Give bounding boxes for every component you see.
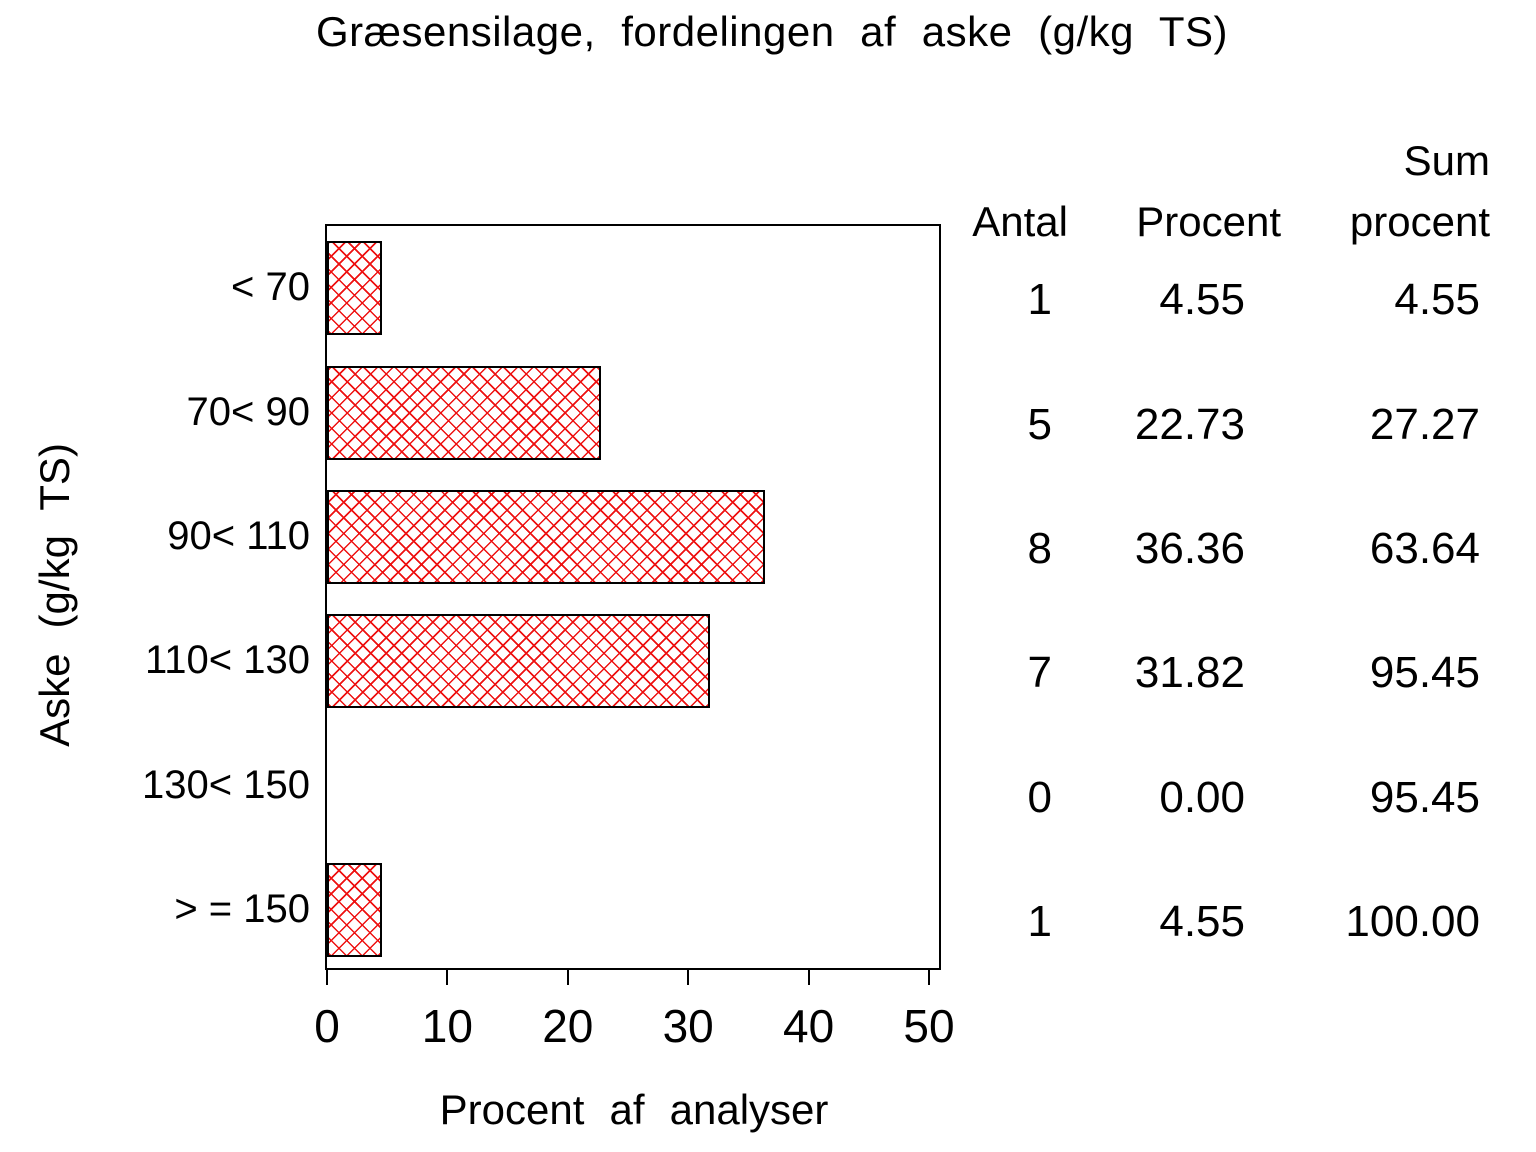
bar-0	[327, 241, 382, 336]
x-tick-label-10: 10	[421, 1000, 473, 1052]
bar-1	[327, 365, 601, 460]
table-header-procent: Procent	[1136, 198, 1281, 245]
table-cell-procent-row-3: 31.82	[1134, 648, 1245, 698]
table-cell-antal-row-2: 8	[1027, 523, 1052, 573]
table-cell-sum-row-3: 95.45	[1369, 648, 1480, 698]
table-header-sum-procent: Sum procent	[1190, 130, 1490, 252]
category-label-3: 110< 130	[145, 638, 310, 683]
category-label-2: 90< 110	[167, 513, 310, 558]
table-cell-procent-row-0: 4.55	[1159, 275, 1245, 325]
bar-3	[327, 614, 711, 709]
x-tick-30	[687, 970, 690, 985]
category-label-5: > = 150	[174, 886, 310, 931]
x-tick-0	[326, 970, 328, 985]
y-axis-title: Aske (g/kg TS)	[31, 443, 78, 747]
table-cell-sum-row-2: 63.64	[1369, 523, 1480, 573]
x-axis-title: Procent af analyser	[439, 1086, 829, 1133]
table-cell-procent-row-2: 36.36	[1134, 523, 1245, 573]
table-cell-sum-row-5: 100.00	[1345, 896, 1480, 946]
table-cell-procent-row-5: 4.55	[1159, 896, 1245, 946]
table-cell-sum-row-1: 27.27	[1369, 399, 1480, 449]
x-tick-label-30: 30	[662, 1000, 714, 1052]
category-label-4: 130< 150	[142, 762, 310, 807]
table-cell-antal-row-0: 1	[1027, 275, 1052, 325]
x-tick-40	[807, 970, 810, 985]
x-tick-label-20: 20	[542, 1000, 594, 1052]
table-cell-procent-row-4: 0.00	[1159, 772, 1245, 822]
table-header-antal: Antal	[972, 198, 1068, 245]
x-tick-label-50: 50	[903, 1000, 955, 1052]
table-cell-sum-row-0: 4.55	[1394, 275, 1480, 325]
x-tick-50	[928, 970, 930, 985]
category-label-0: < 70	[231, 265, 310, 310]
table-cell-procent-row-1: 22.73	[1134, 399, 1245, 449]
category-label-1: 70< 90	[186, 389, 310, 434]
x-tick-label-0: 0	[314, 1000, 340, 1052]
table-cell-sum-row-4: 95.45	[1369, 772, 1480, 822]
bar-5	[327, 862, 382, 957]
x-tick-label-40: 40	[783, 1000, 835, 1052]
table-cell-antal-row-4: 0	[1027, 772, 1052, 822]
bar-2	[327, 489, 765, 584]
x-tick-20	[566, 970, 569, 985]
chart-title: Græsensilage, fordelingen af aske (g/kg …	[315, 8, 1229, 55]
table-cell-antal-row-1: 5	[1027, 399, 1052, 449]
table-header-sum-line2: procent	[1349, 198, 1490, 245]
x-tick-10	[446, 970, 449, 985]
plot-area	[325, 224, 941, 970]
table-header-sum-line1: Sum	[1403, 137, 1490, 184]
table-cell-antal-row-3: 7	[1027, 648, 1052, 698]
table-cell-antal-row-5: 1	[1027, 896, 1052, 946]
